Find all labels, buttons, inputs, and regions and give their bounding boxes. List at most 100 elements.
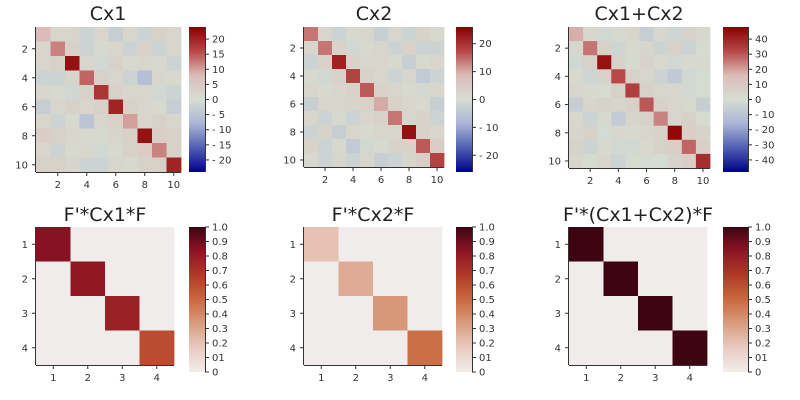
heatmap-cell	[108, 114, 124, 129]
heatmap-cell	[36, 70, 51, 86]
heatmap-cell	[430, 27, 445, 42]
y-tick-label: 2	[555, 274, 561, 285]
heatmap-cell	[318, 27, 333, 42]
heatmap-cell	[36, 85, 51, 100]
heatmap-cell	[597, 111, 612, 127]
heatmap-cell	[583, 125, 598, 141]
heatmap-cell	[639, 55, 654, 70]
heatmap-cell	[695, 111, 711, 127]
heatmap-cell	[65, 157, 80, 173]
colorbar-tick-label: 0.6	[755, 281, 771, 292]
heatmap-cell	[583, 27, 598, 42]
heatmap-cell	[373, 330, 408, 366]
heatmap-cell	[123, 143, 138, 158]
heatmap-cell	[667, 97, 683, 112]
heatmap-cell	[65, 27, 80, 42]
chart-title: Cx1+Cx2	[594, 3, 683, 25]
heatmap-cell	[94, 85, 109, 100]
x-tick-label: 2	[55, 180, 61, 191]
heatmap-cell	[304, 330, 339, 366]
heatmap-cell	[65, 114, 80, 129]
heatmap-cell	[332, 69, 347, 84]
heatmap-cell	[304, 125, 319, 140]
heatmap-cell	[50, 143, 66, 158]
x-tick-label: 10	[431, 175, 444, 186]
heatmap-cell	[639, 27, 654, 42]
heatmap-cell	[65, 143, 80, 158]
heatmap-cell	[388, 111, 403, 126]
chart-title: F'*Cx1*F	[64, 204, 147, 226]
heatmap-cell	[139, 227, 175, 262]
heatmap-cell	[569, 27, 584, 42]
heatmap-cell	[374, 55, 389, 70]
heatmap-cell	[695, 153, 711, 169]
heatmap-cell	[407, 261, 443, 297]
colorbar-tick-label: 0.3	[755, 324, 771, 335]
heatmap-cell	[695, 69, 711, 84]
heatmap-cell	[332, 27, 347, 42]
heatmap-cell	[416, 139, 431, 154]
heatmap-cell	[123, 56, 138, 71]
heatmap-cell	[360, 69, 375, 84]
heatmap-cell	[318, 125, 333, 140]
heatmap-cell	[360, 139, 375, 154]
colorbar	[189, 27, 205, 172]
heatmap-cell	[166, 157, 182, 173]
x-tick-label: 1	[318, 373, 324, 384]
heatmap-cell	[105, 261, 140, 297]
heatmap-cell	[137, 70, 153, 86]
heatmap-panel-3: Cx1+Cx2 2 4 6 8 10 2 4 6 8 10 40 30 20 10 0 - 10 - 20 - 30…	[548, 3, 774, 187]
x-tick-label: 8	[142, 180, 148, 191]
x-tick-label: 6	[643, 176, 649, 187]
heatmap-cell	[166, 143, 182, 158]
heatmap-cell	[94, 27, 109, 42]
chart-title: F'*(Cx1+Cx2)*F	[563, 204, 713, 226]
heatmap-cell	[625, 41, 640, 56]
colorbar-tick-label: 30	[755, 50, 768, 61]
heatmap-cell	[625, 83, 640, 98]
heatmap-cell	[166, 41, 182, 57]
heatmap-cell	[416, 55, 431, 70]
heatmap-cell	[332, 125, 347, 140]
heatmap-cell	[338, 330, 374, 366]
heatmap-cell	[611, 69, 626, 84]
heatmap-cell	[695, 139, 711, 155]
heatmap-cell	[152, 70, 167, 86]
heatmap-cell	[388, 27, 403, 42]
heatmap-cell	[653, 27, 669, 42]
heatmap-cell	[402, 27, 417, 42]
heatmap-cell	[318, 83, 333, 98]
x-tick-label: 4	[687, 373, 693, 384]
heatmap-cell	[695, 83, 711, 98]
colorbar	[189, 227, 205, 372]
heatmap-cell	[137, 27, 153, 42]
heatmap-cell	[639, 111, 654, 127]
heatmap-cell	[388, 69, 403, 84]
x-tick-label: 8	[672, 176, 678, 187]
x-tick-label: 3	[387, 373, 393, 384]
colorbar-tick-label: 0	[212, 95, 218, 106]
colorbar-tick-label: 20	[755, 65, 768, 76]
heatmap-cell	[430, 125, 445, 140]
heatmap-cell	[36, 41, 51, 57]
colorbar-tick-label: 0.7	[212, 266, 228, 277]
colorbar-tick-label: 0.8	[479, 252, 495, 263]
heatmap-cell	[653, 69, 669, 84]
heatmap-cell	[583, 83, 598, 98]
heatmap-cell	[639, 69, 654, 84]
heatmap-cell	[625, 139, 640, 155]
heatmap-cell	[108, 85, 124, 100]
heatmap-cell	[105, 330, 140, 366]
heatmap-cell	[166, 85, 182, 100]
heatmap-cell	[346, 97, 361, 112]
heatmap-cell	[681, 97, 697, 112]
heatmap-cell	[672, 227, 708, 262]
heatmap-cell	[304, 83, 319, 98]
heatmap-cell	[123, 85, 138, 100]
heatmap-cell	[430, 97, 445, 112]
heatmap-cell	[569, 97, 584, 112]
colorbar	[456, 27, 472, 172]
x-tick-label: 6	[378, 175, 384, 186]
heatmap-cell	[611, 55, 626, 70]
heatmap-cell	[416, 27, 431, 42]
